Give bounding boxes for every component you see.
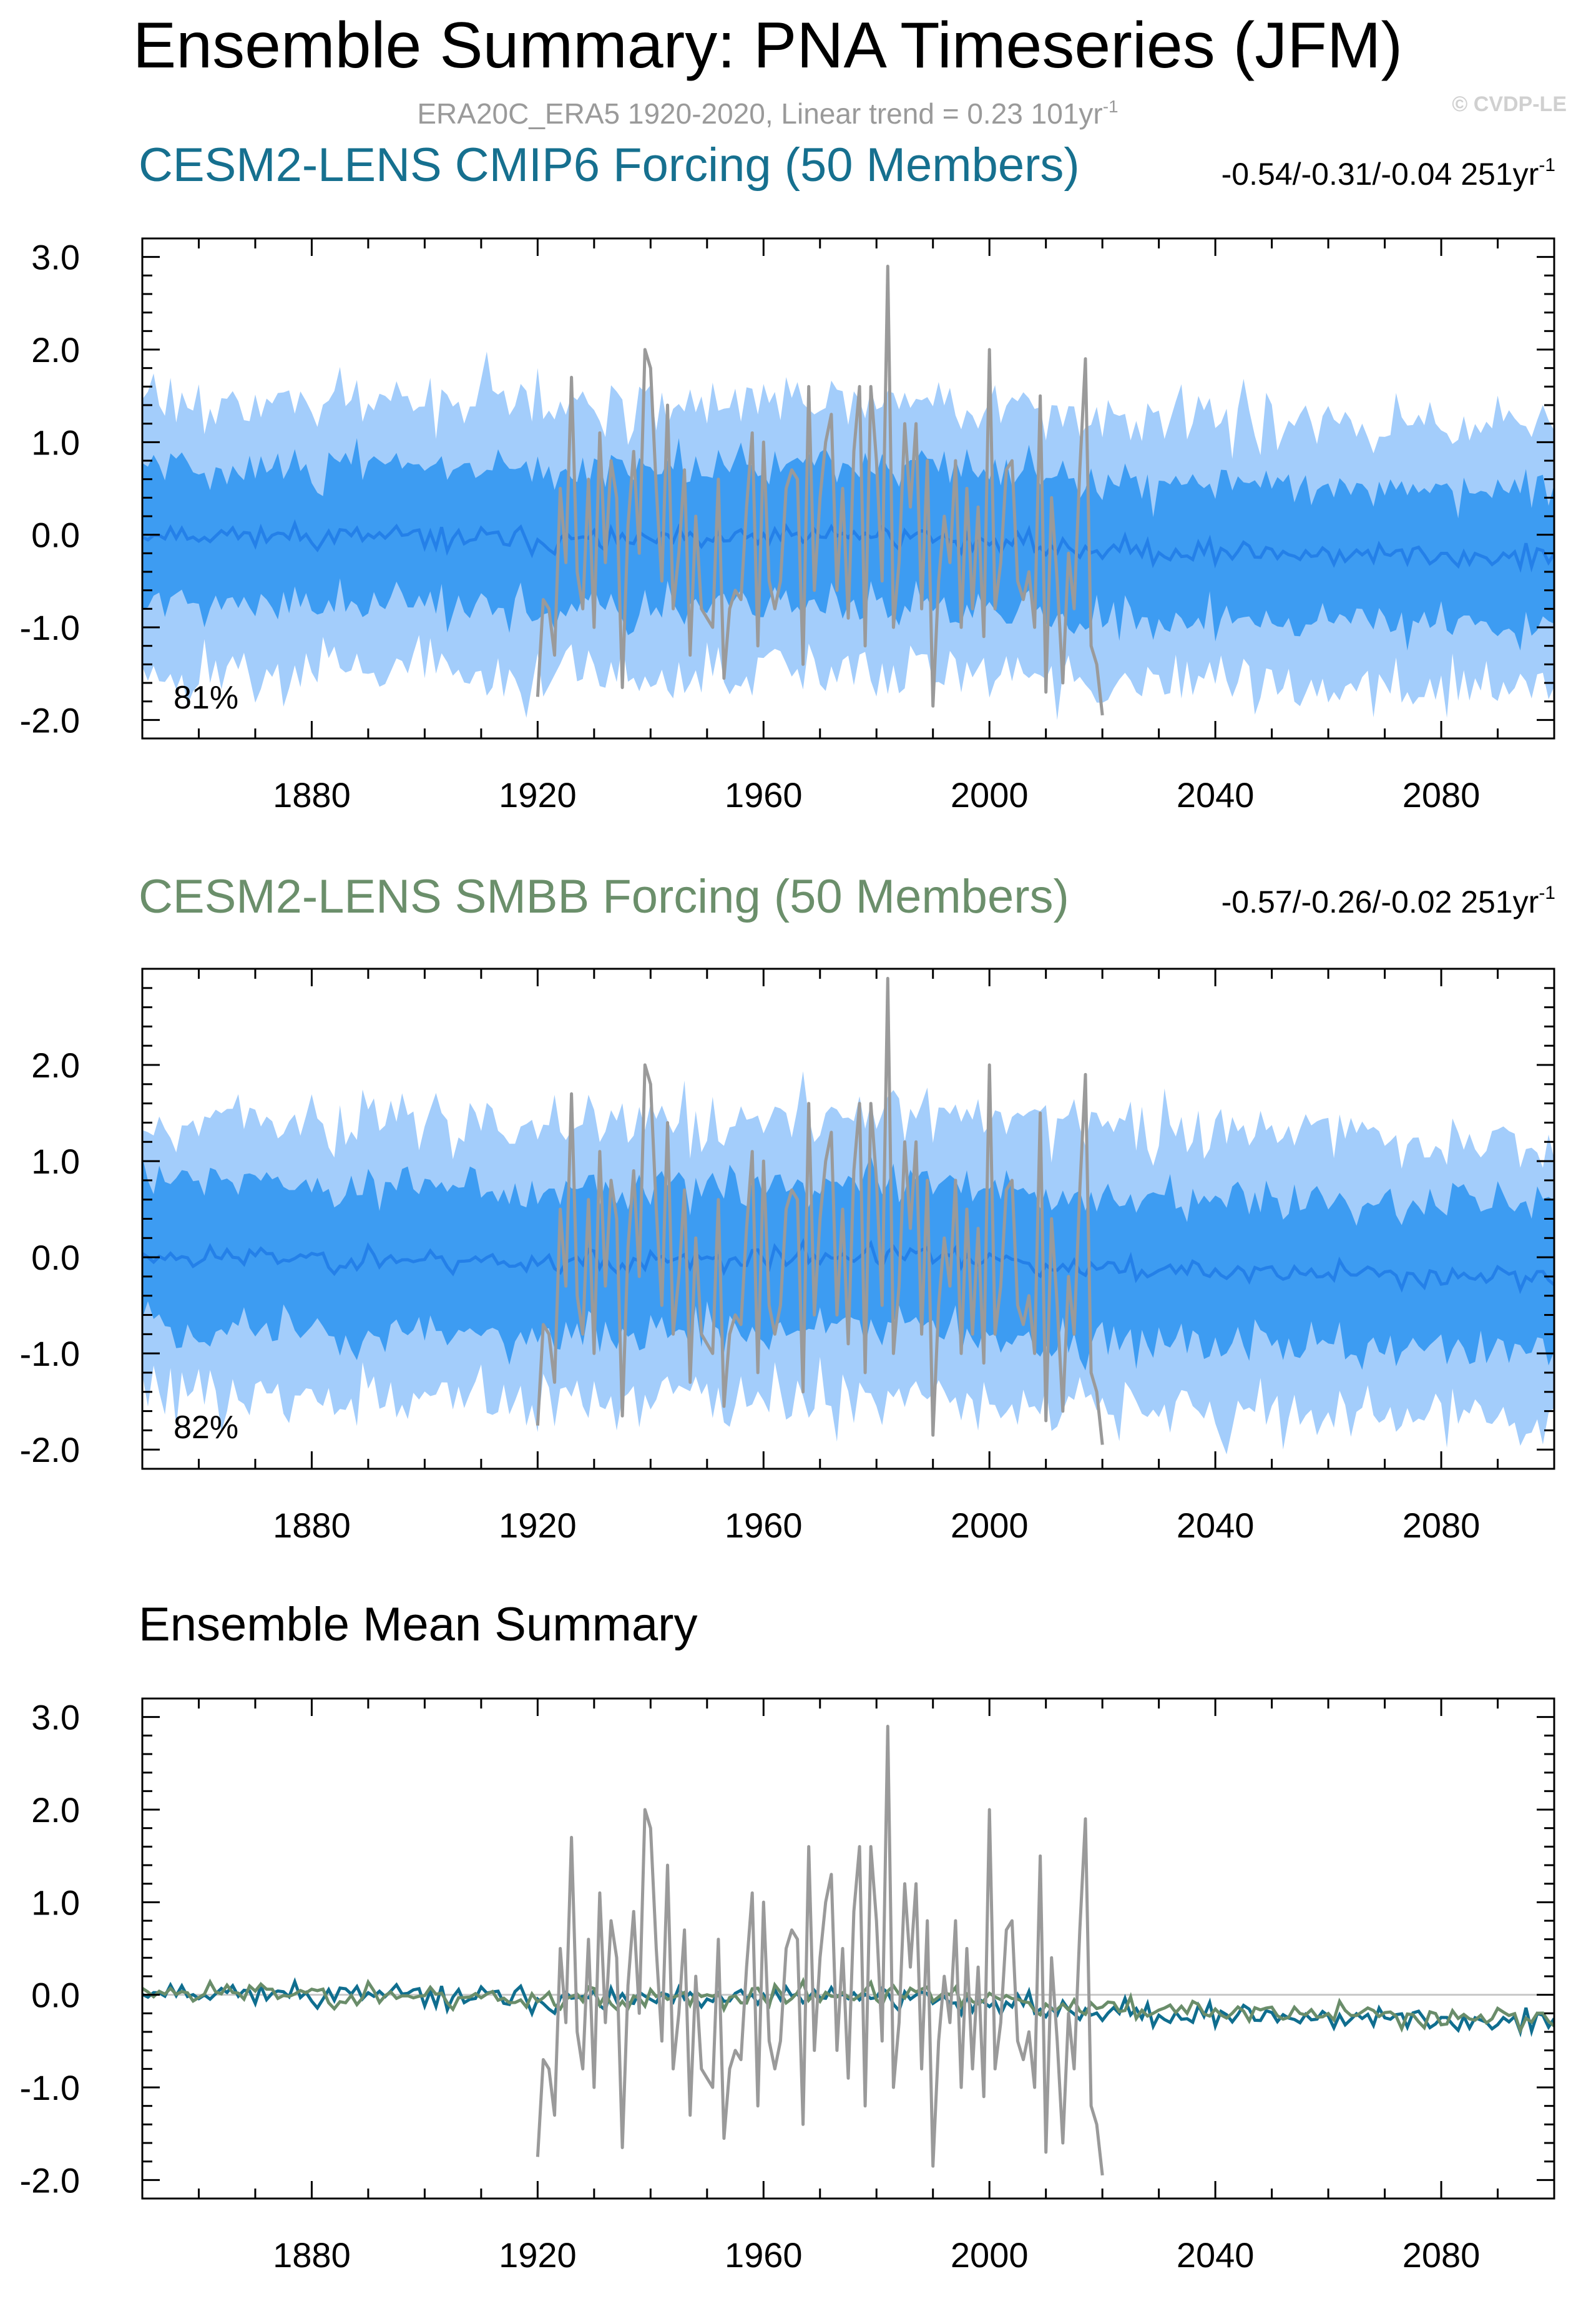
x-tick-label: 2000: [951, 775, 1029, 815]
y-tick-label: -2.0: [20, 2160, 81, 2200]
copyright-label: © CVDP-LE: [1452, 92, 1567, 116]
plot-area: [142, 976, 1554, 1454]
x-tick-label: 2000: [951, 1506, 1029, 1545]
observations-line: [536, 265, 1104, 716]
y-tick-label: 0.0: [31, 516, 80, 555]
plot-area: [142, 265, 1554, 720]
x-tick-label: 2080: [1403, 1506, 1481, 1545]
y-tick-label: 1.0: [31, 423, 80, 462]
panel-cmip6-title: CESM2-LENS CMIP6 Forcing (50 Members): [139, 139, 1080, 192]
x-tick-label: 2080: [1403, 775, 1481, 815]
ensemble-mean-line: [142, 519, 1554, 573]
y-tick-label: 2.0: [31, 1046, 80, 1085]
y-tick-label: 0.0: [31, 1976, 80, 2015]
y-tick-label: 0.0: [31, 1238, 80, 1277]
y-tick-label: -2.0: [20, 1430, 81, 1469]
x-tick-label: 1880: [273, 1506, 351, 1545]
panel-cmip6: CESM2-LENS CMIP6 Forcing (50 Members) -0…: [20, 139, 1556, 815]
y-tick-label: -1.0: [20, 608, 81, 647]
x-tick-label: 1920: [499, 775, 577, 815]
x-tick-label: 1960: [725, 1506, 803, 1545]
panel-cmip6-stat: -0.54/-0.31/-0.04 251yr-1: [1221, 155, 1555, 192]
panel-cmip6-stat-text: -0.54/-0.31/-0.04 251yr: [1221, 157, 1539, 192]
x-tick-label: 1960: [725, 2235, 803, 2275]
panel-smbb-stat: -0.57/-0.26/-0.02 251yr-1: [1221, 883, 1555, 919]
panel-ensemble-mean-title: Ensemble Mean Summary: [139, 1598, 697, 1651]
y-tick-label: 1.0: [31, 1142, 80, 1181]
x-tick-label: 1920: [499, 2235, 577, 2275]
panel-smbb-stat-sup: -1: [1539, 883, 1555, 903]
x-tick-label: 1960: [725, 775, 803, 815]
y-tick-label: -1.0: [20, 2068, 81, 2107]
plot-area: [142, 1725, 1554, 2176]
x-tick-label: 2040: [1177, 775, 1255, 815]
y-tick-label: 3.0: [31, 1698, 80, 1737]
observations-line: [536, 976, 1104, 1445]
panel-smbb-stat-text: -0.57/-0.26/-0.02 251yr: [1221, 885, 1539, 919]
y-tick-label: -1.0: [20, 1334, 81, 1373]
figure-subtitle-text: ERA20C_ERA5 1920-2020, Linear trend = 0.…: [417, 97, 1102, 130]
panel-smbb-title: CESM2-LENS SMBB Forcing (50 Members): [139, 870, 1069, 923]
x-tick-label: 1880: [273, 775, 351, 815]
smbb-ensemble-mean-line: [142, 1976, 1554, 2035]
x-tick-label: 1920: [499, 1506, 577, 1545]
plot-frame: [141, 1697, 1555, 2200]
y-tick-label: 2.0: [31, 1790, 80, 1830]
x-tick-label: 2000: [951, 2235, 1029, 2275]
panel-smbb-percent: 82%: [174, 1409, 238, 1446]
panel-ensemble-mean-plot: 1880 1920 1960 2000 2040 2080 3.0 2.0 1.0 0.0 -1.0…: [20, 1697, 1555, 2275]
figure-title: Ensemble Summary: PNA Timeseries (JFM): [133, 9, 1403, 82]
panel-smbb-plot: 1880 1920 1960 2000 2040 2080 2.0 1.0 0.0 -1.0 -2.…: [20, 968, 1555, 1545]
plot-frame: [141, 237, 1555, 740]
panel-cmip6-percent: 81%: [174, 680, 238, 716]
x-tick-label: 2040: [1177, 2235, 1255, 2275]
ensemble-10-90-band: [142, 1155, 1554, 1371]
y-tick-label: 3.0: [31, 238, 80, 277]
observations-line: [536, 1725, 1104, 2176]
figure-subtitle: ERA20C_ERA5 1920-2020, Linear trend = 0.…: [417, 97, 1118, 130]
panel-cmip6-plot: 1880 1920 1960 2000 2040 2080 3.0 2.0 1.0 0.0 -1.0…: [20, 237, 1555, 815]
figure-subtitle-sup: -1: [1103, 97, 1119, 116]
y-tick-label: 2.0: [31, 330, 80, 370]
ensemble-10-90-band: [142, 438, 1554, 651]
x-tick-label: 2080: [1403, 2235, 1481, 2275]
panel-cmip6-stat-sup: -1: [1539, 155, 1555, 175]
y-tick-label: 1.0: [31, 1883, 80, 1922]
x-tick-label: 1880: [273, 2235, 351, 2275]
panel-ensemble-mean: Ensemble Mean Summary 1880 1920 1960 2000 20…: [20, 1598, 1555, 2275]
ensemble-mean-line: [142, 1238, 1554, 1295]
panel-smbb: CESM2-LENS SMBB Forcing (50 Members) -0.…: [20, 870, 1556, 1545]
y-tick-label: -2.0: [20, 700, 81, 740]
x-tick-label: 2040: [1177, 1506, 1255, 1545]
